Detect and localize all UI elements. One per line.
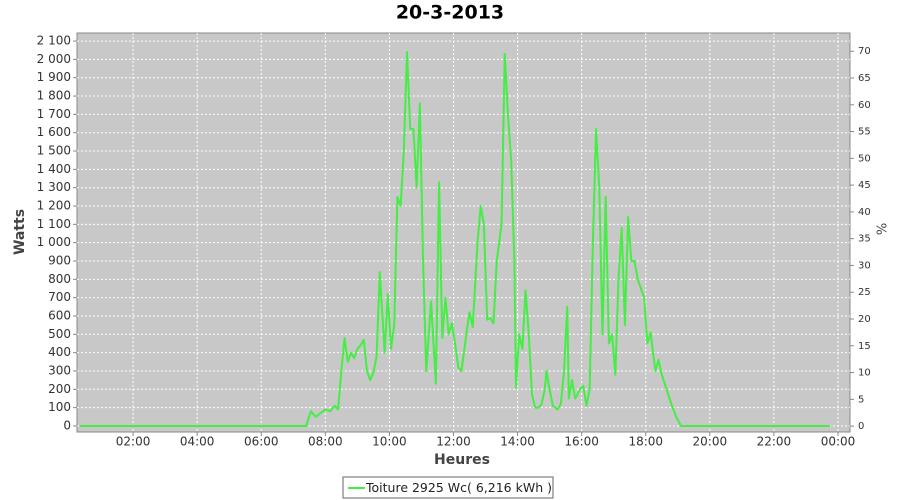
y2-tick-label: 50 [858,153,871,164]
y2-tick-label: 30 [858,260,871,271]
y-tick-label: 2 000 [37,52,71,66]
y2-axis-title: % [876,223,891,235]
y-tick-label: 900 [48,254,71,268]
x-tick-label: 20:00 [693,435,728,449]
y2-tick-label: 0 [858,421,864,432]
legend: Toiture 2925 Wc( 6,216 kWh ) [342,476,554,499]
x-tick-label: 18:00 [628,435,663,449]
y-tick-label: 200 [48,382,71,396]
y2-tick-label: 20 [858,314,871,325]
legend-box [342,476,554,499]
y2-tick-label: 55 [858,127,871,138]
y-tick-label: 1 300 [37,180,71,194]
y2-tick-label: 40 [858,207,871,218]
plot-area [76,32,851,433]
x-tick-label: 00:00 [821,435,856,449]
y-tick-label: 2 100 [37,34,71,48]
y-tick-label: 1 500 [37,144,71,158]
x-tick-label: 14:00 [500,435,535,449]
y2-tick-label: 60 [858,100,871,111]
chart-title: 20-3-2013 [396,2,504,24]
y2-tick-label: 15 [858,341,871,352]
series-group [79,51,830,427]
series-line [79,51,830,427]
y2-tick-label: 5 [858,394,864,405]
y-tick-label: 700 [48,290,71,304]
y-tick-label: 1 700 [37,107,71,121]
x-tick-label: 16:00 [564,435,599,449]
x-tick-label: 08:00 [308,435,343,449]
y-tick-label: 600 [48,308,71,322]
y-tick-label: 300 [48,363,71,377]
y-axis-title: Watts [12,209,28,255]
y-tick-label: 1 100 [37,217,71,231]
y2-tick-label: 10 [858,368,871,379]
y2-tick-label: 65 [858,73,871,84]
x-tick-label: 06:00 [244,435,279,449]
y-tick-label: 1 000 [37,235,71,249]
y-tick-label: 1 200 [37,199,71,213]
y-tick-label: 0 [63,418,71,432]
grid [77,33,850,432]
y2-tick-label: 70 [858,46,871,57]
x-tick-label: 12:00 [436,435,471,449]
y-tick-label: 400 [48,345,71,359]
x-tick-label: 10:00 [372,435,407,449]
y-tick-label: 1 600 [37,125,71,139]
y-tick-label: 1 900 [37,70,71,84]
y-tick-label: 500 [48,327,71,341]
x-tick-label: 02:00 [116,435,151,449]
y2-tick-label: 45 [858,180,871,191]
y2-tick-label: 35 [858,234,871,245]
x-tick-label: 22:00 [757,435,792,449]
y-tick-label: 1 800 [37,89,71,103]
x-tick-label: 04:00 [180,435,215,449]
y-tick-label: 800 [48,272,71,286]
x-axis-title: Heures [434,452,490,468]
legend-label: Toiture 2925 Wc( 6,216 kWh ) [365,480,552,495]
y2-tick-label: 25 [858,287,871,298]
y-tick-label: 100 [48,400,71,414]
y-tick-label: 1 400 [37,162,71,176]
